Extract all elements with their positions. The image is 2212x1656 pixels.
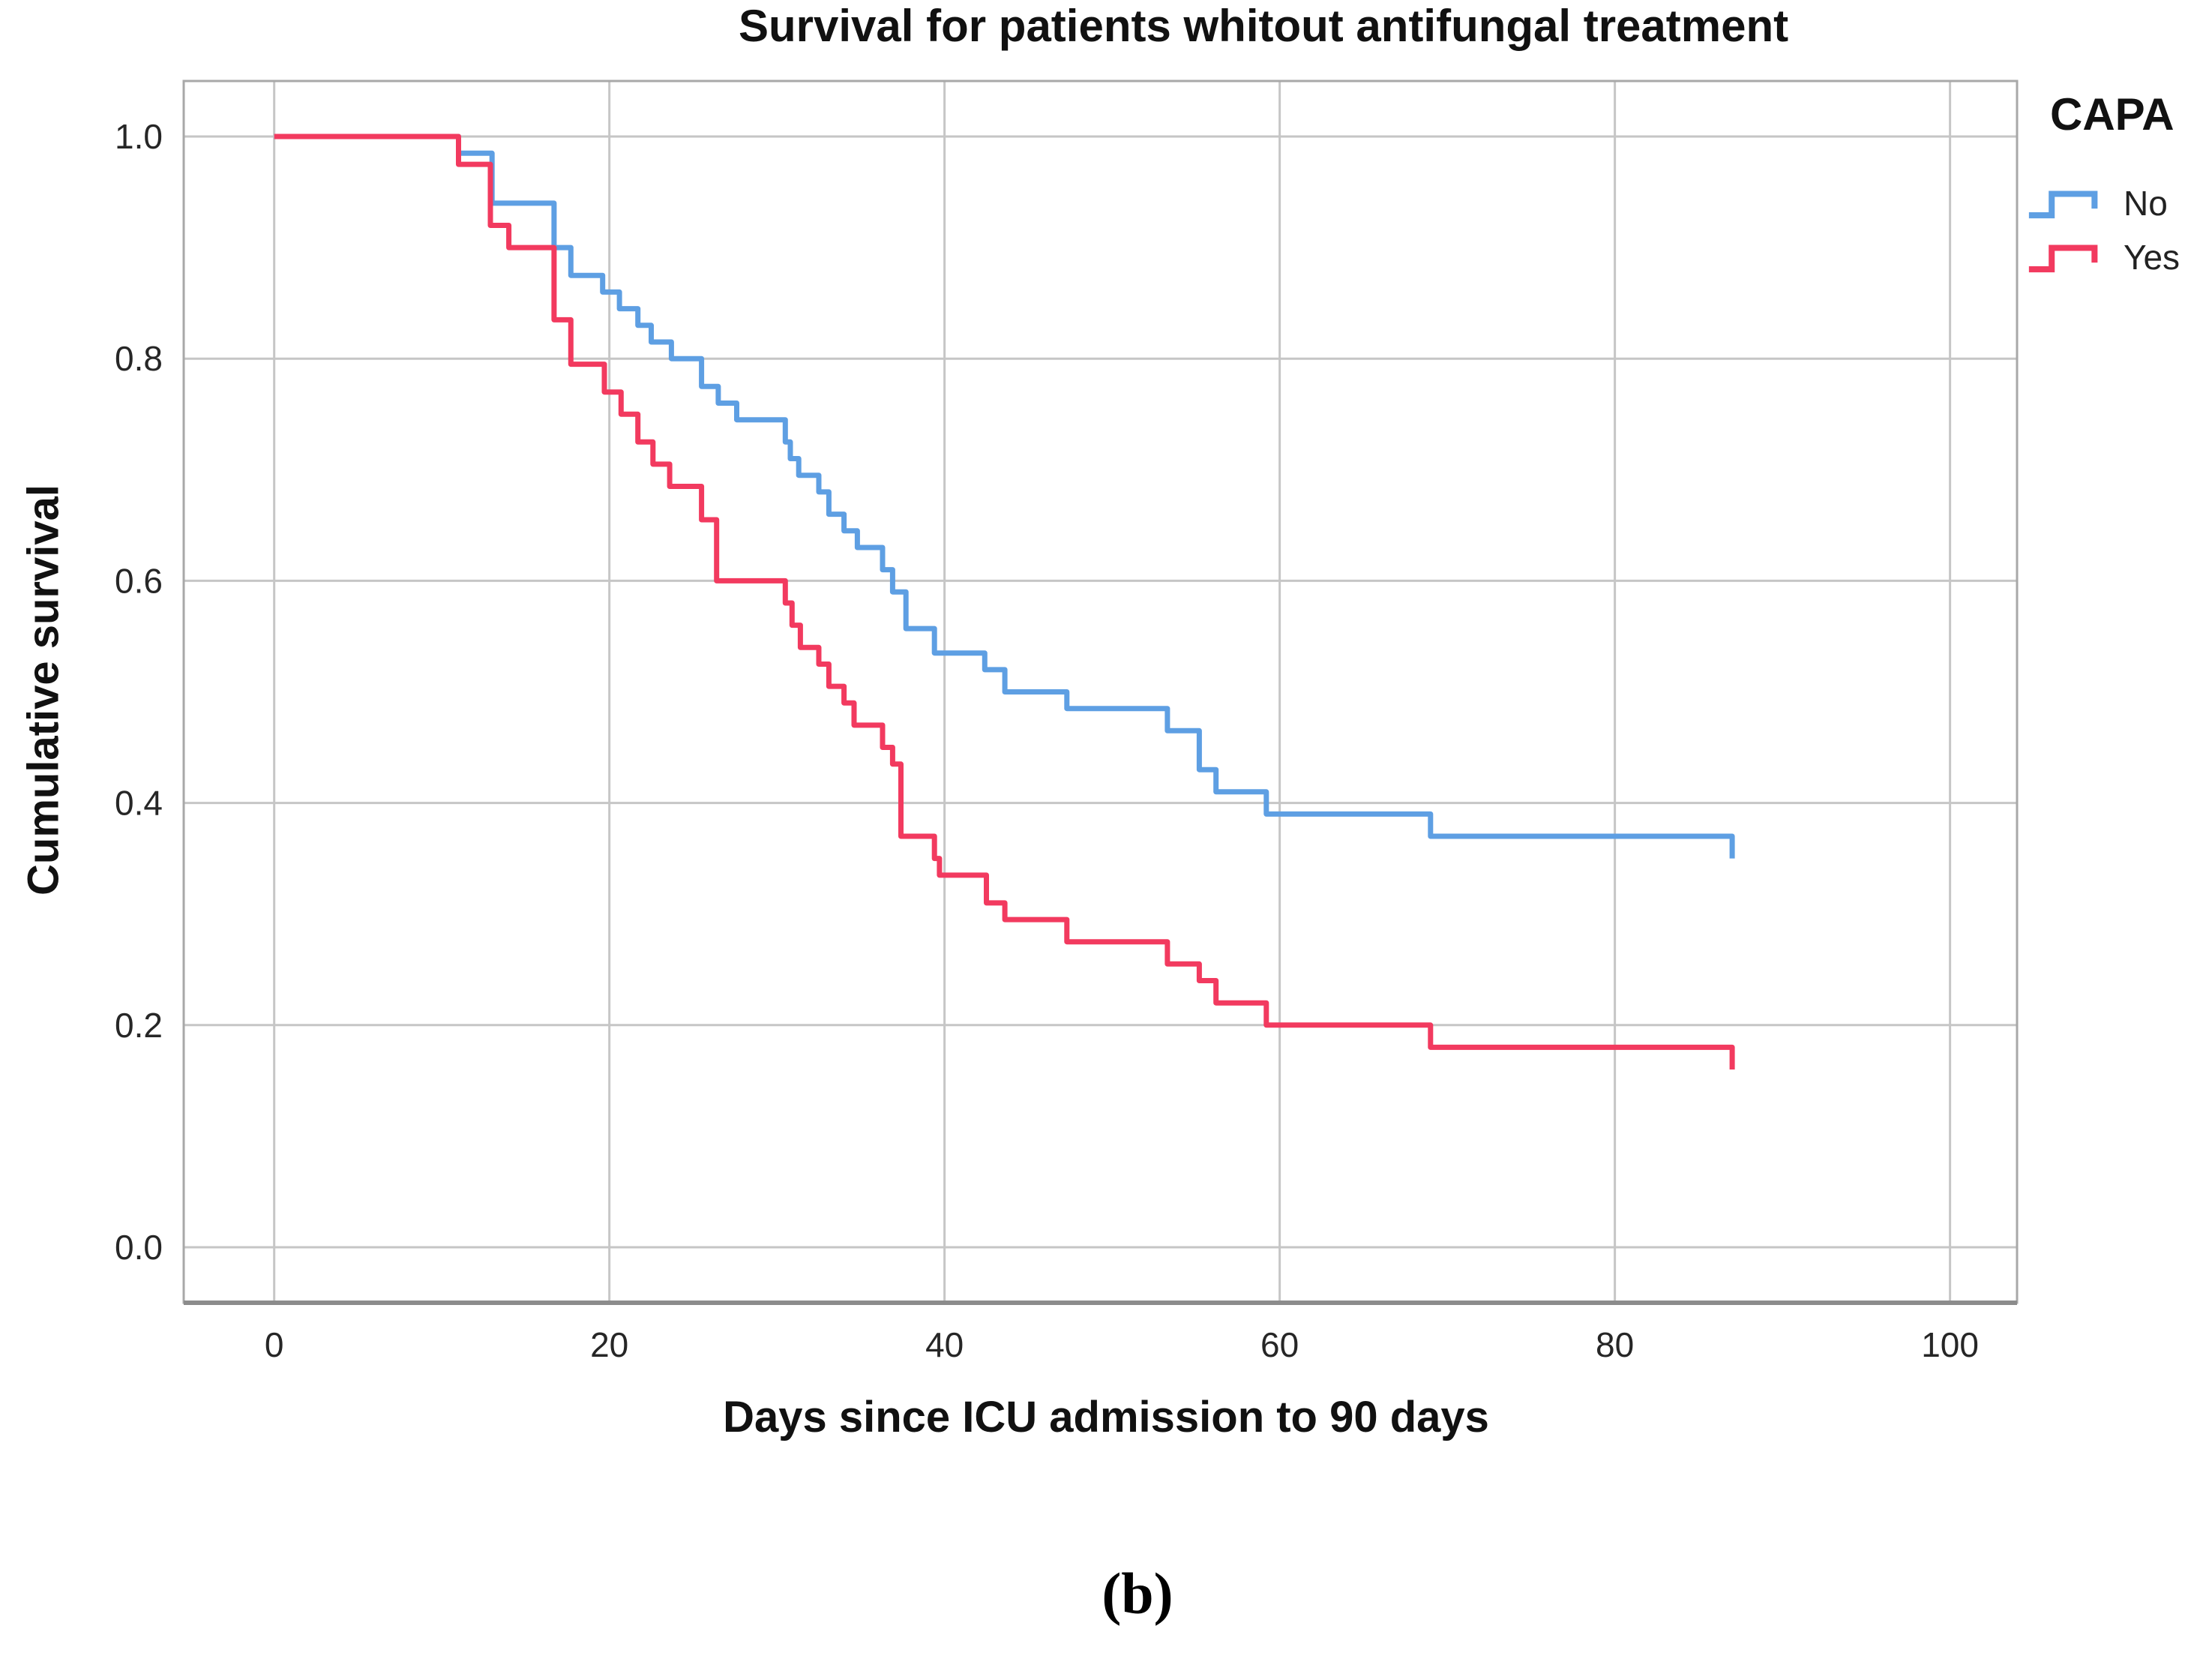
step-line-icon — [2028, 190, 2098, 219]
survival-curve-yes — [274, 134, 1735, 1070]
legend-label-yes: Yes — [2124, 238, 2181, 277]
y-axis-title: Cumulative survival — [19, 484, 68, 896]
y-tick-label: 0.0 — [115, 1228, 163, 1267]
y-tick-label: 0.8 — [115, 339, 163, 378]
panel-border — [182, 80, 2019, 1304]
survival-curve-no — [274, 134, 1735, 859]
legend: CAPA No Yes — [2025, 88, 2212, 284]
y-tick-label: 0.2 — [115, 1006, 163, 1045]
x-tick-label: 60 — [1260, 1325, 1299, 1364]
x-axis-title: Days since ICU admission to 90 days — [723, 1393, 1489, 1442]
x-tick-label: 20 — [590, 1325, 628, 1364]
x-tick-label: 100 — [1921, 1325, 1979, 1364]
figure-caption: (b) — [1102, 1561, 1173, 1626]
legend-item-no: No — [2025, 176, 2212, 230]
y-tick-label: 0.4 — [115, 784, 163, 823]
chart-title: Survival for patients whitout antifungal… — [739, 1, 1789, 51]
y-tick-label: 1.0 — [115, 117, 163, 156]
step-line-icon — [2028, 244, 2098, 273]
x-tick-label: 0 — [265, 1325, 284, 1364]
x-tick-label: 80 — [1596, 1325, 1634, 1364]
y-tick-label: 0.6 — [115, 561, 163, 600]
legend-item-yes: Yes — [2025, 230, 2212, 284]
x-tick-label: 40 — [925, 1325, 964, 1364]
legend-label-no: No — [2124, 184, 2168, 223]
legend-title: CAPA — [2050, 89, 2175, 140]
